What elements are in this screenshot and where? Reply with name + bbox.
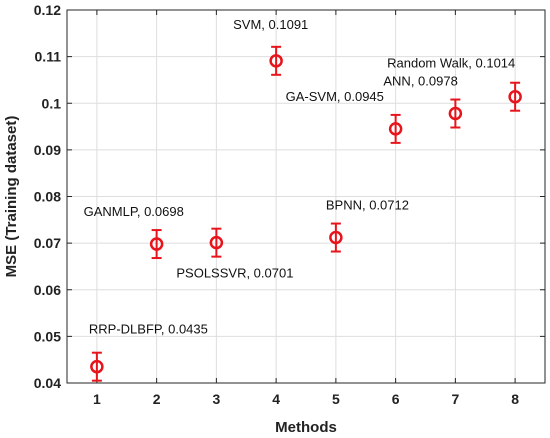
axis-ticks [67,9,545,384]
point-label: RRP-DLBFP, 0.0435 [89,322,208,337]
point-marker [508,89,522,104]
x-tick-labels: 1 2 3 4 5 6 7 8 [93,391,519,407]
point-label: PSOLSSVR, 0.0701 [176,266,293,281]
point-labels: RRP-DLBFP, 0.0435 GANMLP, 0.0698 PSOLSSVR,… [84,17,516,337]
y-tick-label: 0.06 [34,282,61,298]
data-point [209,227,224,258]
y-tick-label: 0.07 [34,235,61,251]
y-tick-label: 0.09 [34,142,61,158]
point-label: BPNN, 0.0712 [326,198,409,213]
y-tick-label: 0.08 [34,189,61,205]
y-tick-label: 0.05 [34,328,61,344]
y-tick-label: 0.1 [42,95,62,111]
x-tick-label: 2 [153,391,161,407]
data-point [269,45,283,76]
point-label: SVM, 0.1091 [233,17,308,32]
x-tick-label: 7 [451,391,459,407]
data-point [508,81,522,112]
grid [67,9,545,384]
x-axis-title: Methods [275,419,337,436]
data-points [90,45,522,382]
x-tick-label: 1 [93,391,101,407]
x-tick-label: 8 [511,391,519,407]
data-point [448,98,463,129]
data-point [149,229,164,260]
y-axis-title: MSE (Training dataset) [3,116,20,278]
point-label: GA-SVM, 0.0945 [286,89,384,104]
y-tick-label: 0.04 [34,375,61,391]
point-marker [448,106,463,121]
x-tick-label: 4 [272,391,280,407]
data-point [388,113,403,144]
data-point [90,351,104,382]
x-tick-label: 3 [212,391,220,407]
point-marker [269,54,283,68]
y-tick-label: 0.11 [35,49,62,65]
point-label: GANMLP, 0.0698 [84,204,184,219]
y-tick-label: 0.12 [34,2,61,18]
x-tick-label: 5 [332,391,340,407]
point-marker [329,230,343,245]
data-point [329,222,343,253]
point-marker [209,235,224,250]
point-marker [90,359,104,374]
point-label: Random Walk, 0.1014 [387,56,515,71]
point-marker [388,122,403,136]
x-tick-label: 6 [392,391,400,407]
y-tick-labels: 0.04 0.05 0.06 0.07 0.08 0.09 0.1 0.11 0.12 [34,2,61,391]
point-marker [149,237,164,251]
point-label: ANN, 0.0978 [383,74,457,89]
